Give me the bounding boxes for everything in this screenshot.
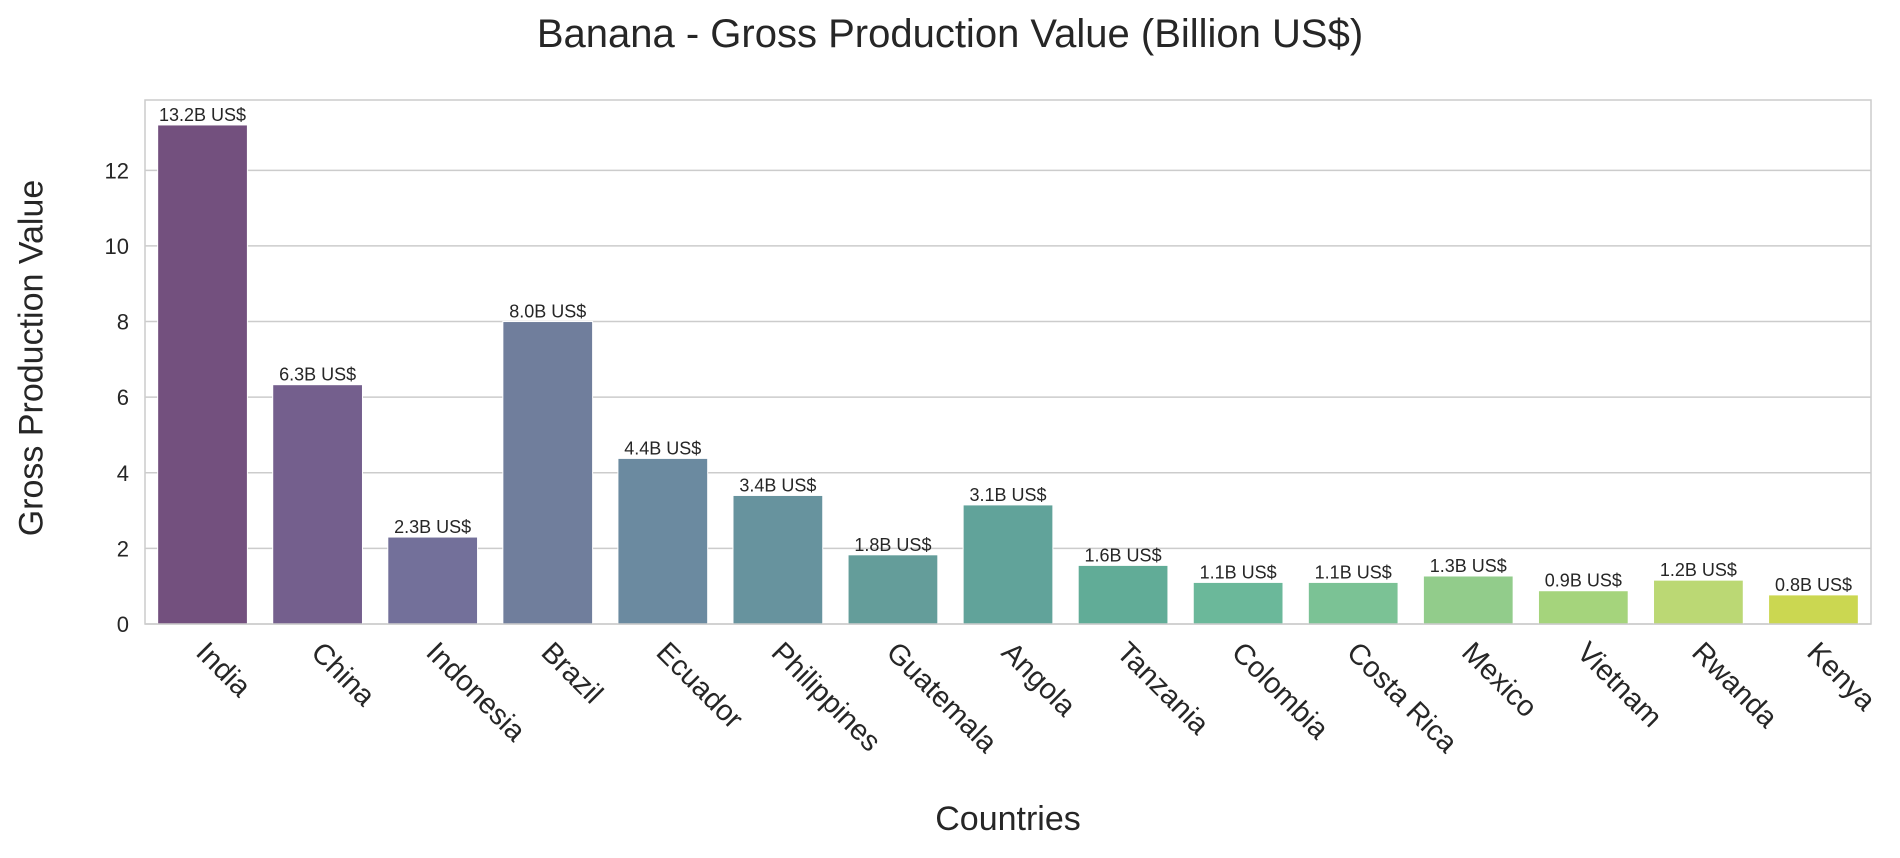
- x-tick-label: Costa Rica: [1340, 636, 1464, 760]
- data-label: 13.2B US$: [159, 105, 246, 125]
- x-tick-label: Vietnam: [1570, 636, 1667, 733]
- x-tick-label: Brazil: [535, 636, 609, 710]
- x-tick-label: Ecuador: [650, 636, 749, 735]
- x-tick-label: Guatemala: [880, 636, 1004, 760]
- data-label: 1.3B US$: [1430, 556, 1507, 576]
- bar-rwanda: [1653, 579, 1744, 625]
- x-tick-label: Rwanda: [1685, 636, 1783, 734]
- data-label: 3.4B US$: [739, 475, 816, 495]
- x-tick-label: Tanzania: [1110, 636, 1215, 741]
- x-tick-label: Indonesia: [420, 636, 532, 748]
- data-label: 4.4B US$: [624, 438, 701, 458]
- x-tick-label: Philippines: [765, 636, 887, 758]
- bar-tanzania: [1077, 564, 1169, 625]
- y-tick-label: 2: [117, 536, 129, 561]
- data-label: 1.8B US$: [854, 535, 931, 555]
- bar-philippines: [732, 494, 824, 625]
- x-tick-label: China: [305, 636, 382, 713]
- x-tick-label: India: [190, 636, 258, 704]
- data-label: 6.3B US$: [279, 365, 356, 385]
- x-tick-label: Colombia: [1225, 636, 1335, 746]
- bars: [157, 124, 1859, 625]
- bar-colombia: [1192, 581, 1284, 625]
- data-label: 1.1B US$: [1200, 562, 1277, 582]
- data-label: 0.8B US$: [1775, 575, 1852, 595]
- bar-mexico: [1422, 575, 1514, 625]
- y-tick-label: 12: [105, 158, 129, 183]
- y-tick-label: 0: [117, 612, 129, 637]
- y-tick-label: 10: [105, 234, 129, 259]
- bar-brazil: [502, 321, 594, 625]
- data-label: 1.6B US$: [1085, 545, 1162, 565]
- bar-vietnam: [1537, 590, 1629, 625]
- data-label: 1.2B US$: [1660, 560, 1737, 580]
- x-tick-label: Mexico: [1455, 636, 1543, 724]
- data-labels: 13.2B US$ 6.3B US$ 2.3B US$ 8.0B US$ 4.4B US…: [159, 105, 1852, 595]
- x-tick-label: Angola: [995, 636, 1082, 723]
- y-tick-labels: 0 2 4 6 8 10 12: [105, 158, 129, 637]
- bar-guatemala: [847, 554, 939, 625]
- y-tick-label: 8: [117, 310, 129, 335]
- bar-china: [272, 384, 363, 625]
- bar-angola: [962, 504, 1054, 625]
- chart-title: Banana - Gross Production Value (Billion…: [536, 12, 1364, 56]
- data-label: 2.3B US$: [394, 517, 471, 537]
- x-tick-labels: India China Indonesia Brazil Ecuador Philippi…: [190, 636, 1882, 760]
- data-label: 1.1B US$: [1315, 562, 1392, 582]
- plot-frame: [144, 99, 1872, 625]
- x-axis-label: Countries: [935, 800, 1081, 838]
- y-tick-label: 6: [117, 385, 129, 410]
- data-label: 8.0B US$: [509, 302, 586, 322]
- data-label: 3.1B US$: [969, 485, 1046, 505]
- data-label: 0.9B US$: [1545, 571, 1622, 591]
- bar-india: [157, 124, 248, 625]
- bar-costa-rica: [1307, 581, 1399, 625]
- y-tick-label: 4: [117, 461, 129, 486]
- bar-kenya: [1768, 594, 1859, 625]
- x-tick-label: Kenya: [1801, 636, 1882, 717]
- bar-indonesia: [387, 536, 479, 625]
- bar-ecuador: [617, 457, 709, 625]
